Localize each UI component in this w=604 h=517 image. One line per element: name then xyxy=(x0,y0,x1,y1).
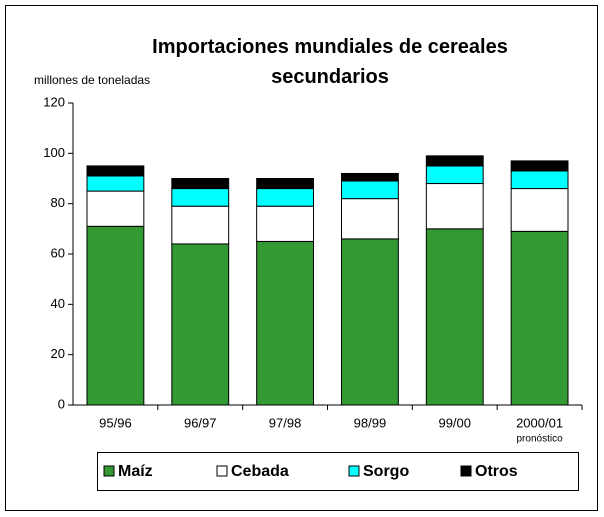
bar-segment xyxy=(340,180,399,200)
bar-segment xyxy=(171,243,230,406)
bar-segment xyxy=(425,183,484,230)
bar-segment xyxy=(171,188,230,207)
legend-label: Maíz xyxy=(118,463,153,480)
x-tick-label: 97/98 xyxy=(269,415,302,430)
bar-segment xyxy=(510,160,569,172)
annotation: pronóstico xyxy=(517,434,564,445)
bar-segment xyxy=(425,155,484,167)
bar-segment xyxy=(86,175,145,192)
bar-segment xyxy=(510,230,569,406)
legend-label: Sorgo xyxy=(363,463,409,480)
legend-label: Cebada xyxy=(231,463,289,480)
bar-segment xyxy=(86,225,145,406)
bar-segment xyxy=(256,188,315,207)
x-tick-label: 96/97 xyxy=(184,415,217,430)
x-tick-label: 95/96 xyxy=(99,415,132,430)
chart-title: Importaciones mundiales de cereales secu… xyxy=(152,36,508,88)
bar-segment xyxy=(86,190,145,227)
y-tick-label: 100 xyxy=(43,145,65,160)
bar-segment xyxy=(256,205,315,242)
y-tick-label: 120 xyxy=(43,94,65,109)
y-axis-label: millones de toneladas xyxy=(34,73,150,87)
x-tick-label: 99/00 xyxy=(438,415,471,430)
bar-segment xyxy=(256,240,315,406)
bar-segment xyxy=(86,165,145,177)
bar-segment xyxy=(510,170,569,190)
legend-label: Otros xyxy=(475,463,518,480)
x-tick-label: 98/99 xyxy=(354,415,387,430)
legend-swatch xyxy=(348,465,360,477)
bar-segment xyxy=(340,172,399,182)
legend-swatch xyxy=(460,465,472,477)
y-tick-label: 40 xyxy=(51,296,65,311)
bar-segment xyxy=(340,198,399,240)
y-tick-label: 60 xyxy=(51,245,65,260)
bar-segment xyxy=(256,178,315,190)
legend-swatch xyxy=(103,465,115,477)
y-tick-label: 80 xyxy=(51,195,65,210)
frame xyxy=(5,5,598,511)
bar-segment xyxy=(171,205,230,245)
bar-segment xyxy=(171,178,230,190)
y-tick-label: 20 xyxy=(51,346,65,361)
legend-box xyxy=(97,452,579,491)
x-tick-label: 2000/01 xyxy=(516,415,563,430)
bar-segment xyxy=(340,238,399,406)
legend-swatch xyxy=(216,465,228,477)
bar-segment xyxy=(510,188,569,232)
bar-segment xyxy=(425,165,484,185)
bar-segment xyxy=(425,228,484,406)
y-tick-label: 0 xyxy=(58,396,65,411)
